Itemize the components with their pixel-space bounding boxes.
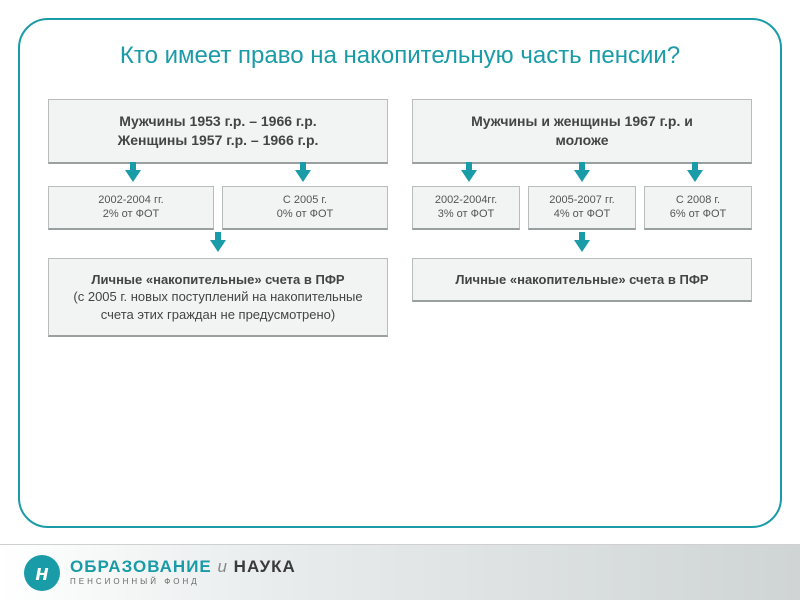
left-result-note: (с 2005 г. новых поступлений на накопите… <box>63 288 373 323</box>
sub-line2: 6% от ФОТ <box>649 207 747 221</box>
arrow-down-icon <box>574 240 590 252</box>
left-arrow-mid <box>210 240 226 252</box>
sub-line1: С 2008 г. <box>649 193 747 207</box>
sub-line1: 2002-2004гг. <box>417 193 515 207</box>
left-column: Мужчины 1953 г.р. – 1966 г.р. Женщины 19… <box>48 99 388 337</box>
arrow-down-icon <box>125 170 141 182</box>
left-sub-box-1: С 2005 г. 0% от ФОТ <box>222 186 388 230</box>
right-header-box: Мужчины и женщины 1967 г.р. и моложе <box>412 99 752 164</box>
brand-part-2: НАУКА <box>234 557 296 576</box>
right-result-box: Личные «накопительные» счета в ПФР <box>412 258 752 303</box>
sub-line2: 3% от ФОТ <box>417 207 515 221</box>
logo-icon: н <box>24 555 60 591</box>
right-arrow-row-1 <box>412 170 752 182</box>
arrow-down-icon <box>210 240 226 252</box>
columns-wrap: Мужчины 1953 г.р. – 1966 г.р. Женщины 19… <box>48 99 752 337</box>
left-header-box: Мужчины 1953 г.р. – 1966 г.р. Женщины 19… <box>48 99 388 164</box>
sub-line1: С 2005 г. <box>227 193 383 207</box>
footer-bar: н ОБРАЗОВАНИЕ и НАУКА ПЕНСИОННЫЙ ФОНД <box>0 544 800 600</box>
slide-title: Кто имеет право на накопительную часть п… <box>48 40 752 71</box>
right-result-bold: Личные «накопительные» счета в ПФР <box>427 271 737 289</box>
left-arrow-row-1 <box>48 170 388 182</box>
brand-amp: и <box>212 557 234 576</box>
left-result-bold: Личные «накопительные» счета в ПФР <box>63 271 373 289</box>
left-result-box: Личные «накопительные» счета в ПФР (с 20… <box>48 258 388 338</box>
left-header-line2: Женщины 1957 г.р. – 1966 г.р. <box>59 131 377 150</box>
sub-line2: 2% от ФОТ <box>53 207 209 221</box>
right-sub-box-2: С 2008 г. 6% от ФОТ <box>644 186 752 230</box>
right-column: Мужчины и женщины 1967 г.р. и моложе 200… <box>412 99 752 337</box>
right-sub-box-1: 2005-2007 гг. 4% от ФОТ <box>528 186 636 230</box>
arrow-down-icon <box>574 170 590 182</box>
sub-line1: 2005-2007 гг. <box>533 193 631 207</box>
right-arrow-mid <box>574 240 590 252</box>
brand-part-1: ОБРАЗОВАНИЕ <box>70 557 212 576</box>
sub-line2: 0% от ФОТ <box>227 207 383 221</box>
right-header-line2: моложе <box>423 131 741 150</box>
logo-subtitle: ПЕНСИОННЫЙ ФОНД <box>70 578 296 587</box>
sub-line2: 4% от ФОТ <box>533 207 631 221</box>
left-header-line1: Мужчины 1953 г.р. – 1966 г.р. <box>59 112 377 131</box>
right-sub-box-0: 2002-2004гг. 3% от ФОТ <box>412 186 520 230</box>
left-sub-row: 2002-2004 гг. 2% от ФОТ С 2005 г. 0% от … <box>48 186 388 230</box>
right-sub-row: 2002-2004гг. 3% от ФОТ 2005-2007 гг. 4% … <box>412 186 752 230</box>
right-header-line1: Мужчины и женщины 1967 г.р. и <box>423 112 741 131</box>
arrow-down-icon <box>687 170 703 182</box>
logo-text-wrap: ОБРАЗОВАНИЕ и НАУКА ПЕНСИОННЫЙ ФОНД <box>70 558 296 587</box>
sub-line1: 2002-2004 гг. <box>53 193 209 207</box>
arrow-down-icon <box>461 170 477 182</box>
slide-frame: Кто имеет право на накопительную часть п… <box>18 18 782 528</box>
logo-main: ОБРАЗОВАНИЕ и НАУКА <box>70 558 296 577</box>
arrow-down-icon <box>295 170 311 182</box>
left-sub-box-0: 2002-2004 гг. 2% от ФОТ <box>48 186 214 230</box>
